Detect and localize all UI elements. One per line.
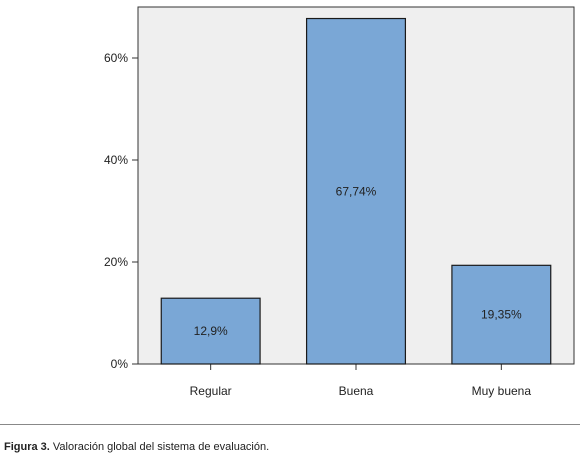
caption-text: Valoración global del sistema de evaluac… <box>52 441 270 453</box>
caption-label: Figura 3. <box>4 441 50 453</box>
y-tick-label: 0% <box>111 357 129 371</box>
bar-chart: 0% 20% 40% 60% Regular Buena Muy buena 12,9% 6… <box>104 6 575 398</box>
bar-value-label: 67,74% <box>336 184 377 198</box>
bar-value-label: 19,35% <box>481 308 522 322</box>
x-axis: Regular Buena Muy buena <box>138 363 574 398</box>
y-tick-label: 60% <box>104 51 128 65</box>
x-tick-label: Buena <box>339 384 374 398</box>
bar <box>305 17 407 365</box>
y-tick-label: 20% <box>104 255 128 269</box>
y-tick-label: 40% <box>104 153 128 167</box>
bars: 12,9% 67,74% 19,35% <box>160 17 552 365</box>
bar <box>451 264 552 365</box>
y-axis: 0% 20% 40% 60% <box>104 7 139 371</box>
figure-caption: Figura 3. Valoración global del sistema … <box>4 441 269 453</box>
caption-divider <box>0 424 580 425</box>
x-tick-label: Regular <box>190 384 232 398</box>
bar <box>160 297 261 365</box>
x-tick-label: Muy buena <box>472 384 532 398</box>
bar-value-label: 12,9% <box>194 324 228 338</box>
